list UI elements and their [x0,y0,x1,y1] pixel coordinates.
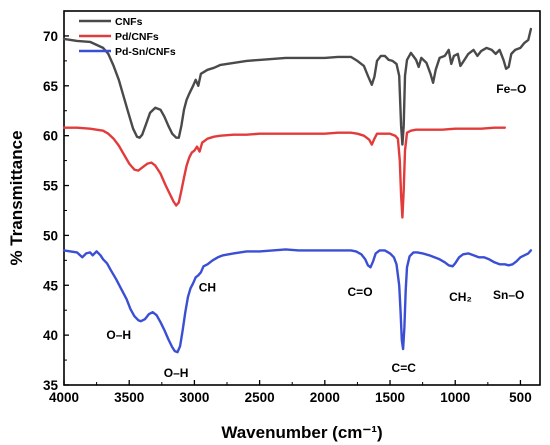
x-axis-title: Wavenumber (cm⁻¹) [221,423,382,442]
annotation-label: CH [199,280,216,294]
x-tick-label: 2500 [245,390,275,405]
y-tick-label: 60 [43,129,58,144]
series-line-pd-cnfs [62,126,506,219]
annotation-label: Sn–O [493,288,524,302]
annotations: Fe–O CH C=O CH₂ Sn–O O–H O–H C=C [106,82,526,380]
series-line-cnfs [62,27,533,146]
y-tick-label: 70 [43,29,58,44]
y-tick-label: 55 [43,179,59,194]
annotation-label: CH₂ [449,290,472,304]
y-tick-label: 35 [43,378,59,393]
annotation-label: C=C [392,361,417,375]
x-axis: 4000 3500 3000 2500 2000 1500 1000 500 [49,380,532,405]
x-tick-label: 500 [509,390,532,405]
x-tick-label: 1500 [375,390,405,405]
annotation-label: O–H [164,366,189,380]
annotation-label: Fe–O [496,82,526,96]
series-line-pd-sn-cnfs [62,248,533,354]
x-tick-label: 2000 [310,390,340,405]
y-tick-label: 45 [43,278,59,293]
legend: CNFs Pd/CNFs Pd-Sn/CNFs [79,16,176,58]
series-layer [62,27,533,354]
x-tick-label: 3500 [114,390,144,405]
x-tick-label: 1000 [440,390,470,405]
legend-label-pd-sn-cnfs: Pd-Sn/CNFs [115,46,176,58]
legend-label-pd-cnfs: Pd/CNFs [115,31,159,43]
annotation-label: C=O [348,285,373,299]
y-tick-label: 40 [43,328,58,343]
y-tick-label: 65 [43,79,59,94]
y-tick-label: 50 [43,228,58,243]
annotation-label: O–H [106,328,131,342]
x-tick-label: 4000 [49,390,79,405]
y-axis-title: % Transmittance [7,130,26,265]
plot-frame [63,10,541,386]
y-axis: 35 40 45 50 55 60 65 70 [43,29,69,393]
x-tick-label: 3000 [179,390,209,405]
legend-label-cnfs: CNFs [115,16,143,28]
